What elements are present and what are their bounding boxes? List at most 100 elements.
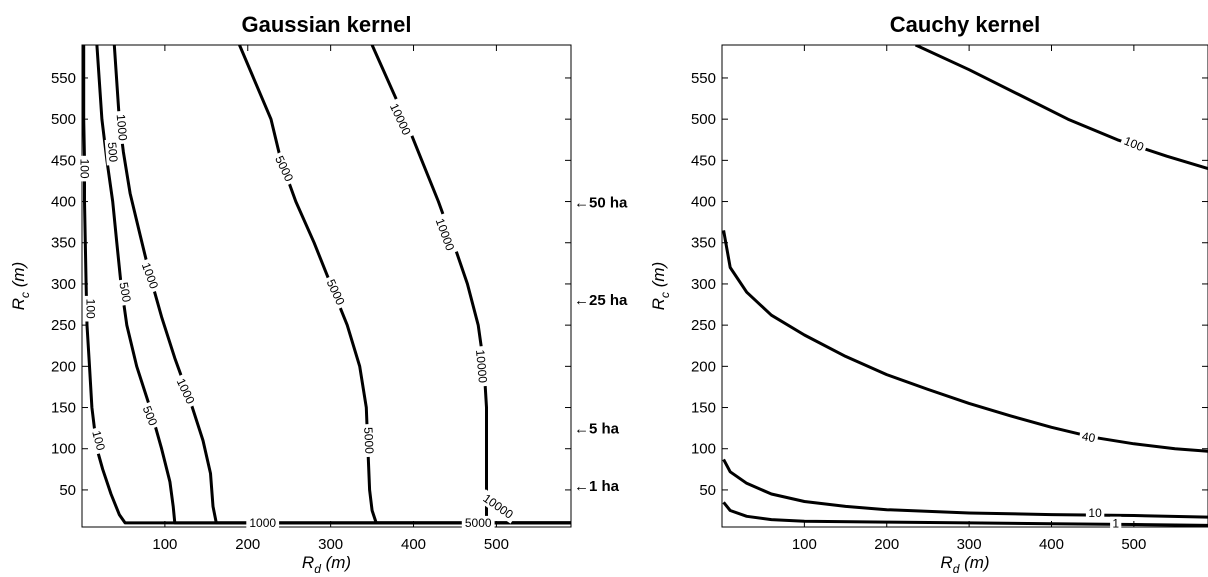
contour-label-text: 1000 <box>114 113 130 141</box>
y-tick-label: 400 <box>691 194 716 211</box>
y-tick-label: 50 <box>699 482 716 499</box>
x-tick-label: 500 <box>1121 536 1146 553</box>
contour-label-bg <box>1119 132 1149 156</box>
y-tick-label: 100 <box>51 441 76 458</box>
contour-label-bg <box>1110 516 1122 531</box>
y-tick-label: 250 <box>691 317 716 334</box>
gaussian-kernel-title: Gaussian kernel <box>242 12 412 37</box>
cauchy-kernel-panel: Cauchy kernel 100 200 300 400 500 50 100 150 200 2… <box>649 12 1208 576</box>
contour-label: 500 <box>104 138 121 166</box>
contour-label: 10000 <box>431 213 459 256</box>
x-tick-label: 100 <box>792 536 817 553</box>
y-tick-label: 450 <box>51 152 76 169</box>
contour-label-text: 5000 <box>361 427 376 455</box>
contour-label-bg <box>172 373 199 409</box>
contour-label-bg <box>104 138 121 166</box>
y-axis-label: Rc (m) <box>9 262 32 311</box>
x-tick-label: 100 <box>152 536 177 553</box>
contour-label: 100 <box>83 295 98 322</box>
contour-label-bg <box>472 345 491 387</box>
contour-label: 100 <box>77 155 92 182</box>
contour-line-40 <box>722 230 1208 453</box>
contour-label-bg <box>246 515 280 530</box>
x-tick-label: 200 <box>235 536 260 553</box>
contour-label-bg <box>115 278 135 307</box>
contour-label: 1000 <box>137 257 163 294</box>
contour-label-text: 10000 <box>387 101 414 137</box>
contour-label-bg <box>113 110 131 145</box>
y-tick-label: 550 <box>51 70 76 87</box>
contour-label-bg <box>431 213 459 256</box>
contour-line-1 <box>722 501 1208 527</box>
x-axis-label: Rd (m) <box>940 553 989 576</box>
area-annotation: ←50 ha <box>574 195 628 212</box>
contour-label-text: 500 <box>116 281 133 303</box>
y-tick-label: 450 <box>691 152 716 169</box>
y-tick-label: 150 <box>51 400 76 417</box>
y-tick-label: 150 <box>691 400 716 417</box>
contour-label: 5000 <box>270 150 298 187</box>
contour-line-10 <box>722 458 1208 519</box>
contour-label-text: 500 <box>105 142 121 163</box>
contour-label-bg <box>137 257 163 294</box>
contour-label-bg <box>138 401 162 431</box>
contour-label-text: 10000 <box>433 216 458 252</box>
area-annotation: ←5 ha <box>574 420 620 437</box>
contour-label-text: 100 <box>89 429 108 452</box>
contour-label: 100 <box>88 426 109 455</box>
y-tick-label: 50 <box>59 482 76 499</box>
y-tick-label: 300 <box>51 276 76 293</box>
contour-label: 40 <box>1078 428 1099 446</box>
contour-label-text: 10000 <box>473 349 490 384</box>
contour-label-bg <box>1078 428 1099 446</box>
y-tick-label: 300 <box>691 276 716 293</box>
contour-label: 10000 <box>472 345 491 387</box>
area-annotation: ←1 ha <box>574 478 620 495</box>
contour-label-text: 100 <box>83 299 97 319</box>
x-tick-label: 200 <box>874 536 899 553</box>
contour-line-500 <box>95 45 571 525</box>
contour-label: 1 <box>1110 516 1122 531</box>
x-tick-label: 300 <box>957 536 982 553</box>
y-axis-label: Rc (m) <box>649 262 672 311</box>
x-tick-label: 400 <box>401 536 426 553</box>
gaussian-kernel-panel: Gaussian kernel 100 200 300 400 500 50 100 150 20… <box>9 12 628 576</box>
x-axis-label: Rd (m) <box>302 553 351 576</box>
contour-label-bg <box>385 98 416 141</box>
contour-label: 1000 <box>172 373 199 409</box>
contour-label-text: 1 <box>1112 517 1119 531</box>
contour-label-bg <box>270 150 298 187</box>
x-tick-label: 300 <box>318 536 343 553</box>
y-tick-label: 500 <box>691 111 716 128</box>
contour-label-text: 100 <box>78 159 92 179</box>
contour-label-bg <box>77 155 92 182</box>
x-tick-label: 400 <box>1039 536 1064 553</box>
area-annotation: ←25 ha <box>574 292 628 309</box>
contour-label-bg <box>360 423 377 458</box>
contour-label-bg <box>88 426 109 455</box>
contour-label: 5000 <box>322 274 349 311</box>
contour-label-bg <box>1085 506 1105 520</box>
contour-label: 1000 <box>113 110 131 145</box>
y-tick-label: 500 <box>51 111 76 128</box>
y-tick-label: 350 <box>51 235 76 252</box>
contour-label-text: 10 <box>1088 506 1102 520</box>
contour-line-1000 <box>112 45 571 525</box>
contour-label-text: 5000 <box>465 516 492 530</box>
x-tick-label: 500 <box>484 536 509 553</box>
y-tick-label: 400 <box>51 194 76 211</box>
contour-label: 5000 <box>461 515 495 530</box>
contour-label: 10000 <box>385 98 416 141</box>
contour-label: 500 <box>138 401 162 431</box>
contour-label-bg <box>322 274 349 311</box>
y-tick-label: 250 <box>51 317 76 334</box>
contour-label: 1000 <box>246 515 280 530</box>
axes-box <box>721 44 1208 528</box>
contour-label: 100 <box>1119 132 1149 156</box>
contour-label: 5000 <box>360 423 377 458</box>
y-tick-label: 200 <box>51 358 76 375</box>
contour-label-bg <box>83 295 98 322</box>
y-tick-label: 200 <box>691 358 716 375</box>
contour-label-text: 40 <box>1081 429 1097 445</box>
